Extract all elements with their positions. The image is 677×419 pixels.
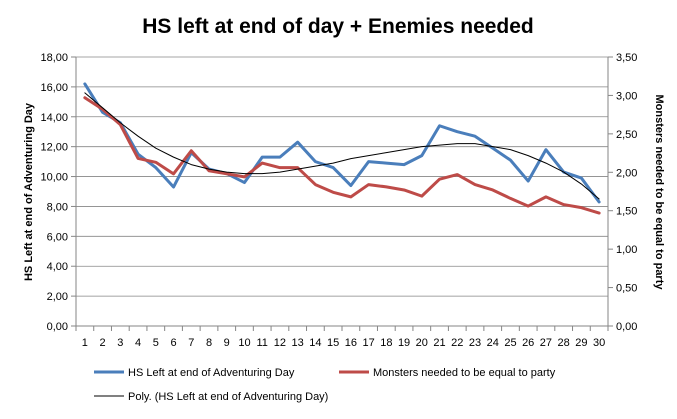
x-tick-label: 21 xyxy=(433,337,445,349)
y2-tick-label: 1,50 xyxy=(616,206,637,218)
x-tick-label: 5 xyxy=(153,337,159,349)
x-tick-label: 28 xyxy=(558,337,570,349)
y2-axis-ticks: 0,00 0,50 1,00 1,50 2,00 2,50 3,00 3,50 xyxy=(616,52,637,333)
x-tick-label: 15 xyxy=(327,337,339,349)
y2-tick-label: 3,50 xyxy=(616,52,637,64)
y-tick-label: 18,00 xyxy=(40,52,68,64)
y-tick-label: 2,00 xyxy=(47,291,68,303)
x-tick-label: 1 xyxy=(82,337,88,349)
y-tick-label: 8,00 xyxy=(47,201,68,213)
x-tick-label: 16 xyxy=(345,337,357,349)
series-lines xyxy=(83,82,601,215)
x-tick-label: 20 xyxy=(416,337,428,349)
y-tick-label: 6,00 xyxy=(47,231,68,243)
x-tick-label: 11 xyxy=(256,337,267,349)
y2-tick-label: 3,00 xyxy=(616,90,637,102)
x-tick-label: 24 xyxy=(487,337,499,349)
y-tick-label: 12,00 xyxy=(40,142,68,154)
y2-tick-label: 0,00 xyxy=(616,321,637,333)
y-tick-label: 10,00 xyxy=(40,172,68,184)
x-tick-label: 17 xyxy=(362,337,374,349)
y-tick-label: 4,00 xyxy=(47,261,68,273)
x-tick-label: 3 xyxy=(117,337,123,349)
y-tick-label: 16,00 xyxy=(40,82,68,94)
axes xyxy=(71,56,613,331)
legend-label: Poly. (HS Left at end of Adventuring Day… xyxy=(128,391,328,403)
legend-label: Monsters needed to be equal to party xyxy=(373,367,556,379)
y2-tick-label: 2,50 xyxy=(616,129,637,141)
y-tick-label: 14,00 xyxy=(40,112,68,124)
x-tick-label: 2 xyxy=(100,337,106,349)
x-tick-label: 26 xyxy=(522,337,534,349)
x-tick-label: 30 xyxy=(593,337,605,349)
y-tick-label: 0,00 xyxy=(47,321,68,333)
legend: HS Left at end of Adventuring Day Monster… xyxy=(94,367,556,403)
x-tick-label: 4 xyxy=(135,337,141,349)
x-tick-label: 12 xyxy=(274,337,286,349)
series-line-1 xyxy=(83,82,601,204)
y2-tick-label: 1,00 xyxy=(616,244,637,256)
x-tick-label: 22 xyxy=(451,337,463,349)
x-tick-label: 27 xyxy=(540,337,552,349)
x-tick-label: 13 xyxy=(292,337,304,349)
y2-tick-label: 2,00 xyxy=(616,167,637,179)
trendline-series xyxy=(84,92,600,200)
gridlines xyxy=(76,56,608,327)
x-tick-label: 7 xyxy=(188,337,194,349)
chart-title: HS left at end of day + Enemies needed xyxy=(142,15,534,38)
x-tick-label: 25 xyxy=(504,337,516,349)
y-axis-label: HS Left at end of Adventuring Day xyxy=(23,102,35,281)
x-tick-label: 29 xyxy=(575,337,587,349)
x-tick-label: 14 xyxy=(309,337,321,349)
x-tick-label: 18 xyxy=(380,337,392,349)
y2-tick-label: 0,50 xyxy=(616,283,637,295)
legend-label: HS Left at end of Adventuring Day xyxy=(128,367,295,379)
x-tick-label: 8 xyxy=(206,337,212,349)
y-axis-ticks: 0,00 2,00 4,00 6,00 8,00 10,00 12,00 14,00 16,00… xyxy=(40,52,68,333)
x-tick-label: 19 xyxy=(398,337,410,349)
x-tick-label: 9 xyxy=(224,337,230,349)
x-axis-ticks: 1 2 3 4 5 6 7 8 9 10 11 12 13 14 15 16 17 18 19 20 21 22 23 24 2… xyxy=(82,337,605,349)
y2-axis-label: Monsters needed to be equal to party xyxy=(653,95,665,291)
x-tick-label: 10 xyxy=(238,337,250,349)
series-line-2 xyxy=(83,96,601,215)
x-tick-label: 23 xyxy=(469,337,481,349)
x-tick-label: 6 xyxy=(170,337,176,349)
